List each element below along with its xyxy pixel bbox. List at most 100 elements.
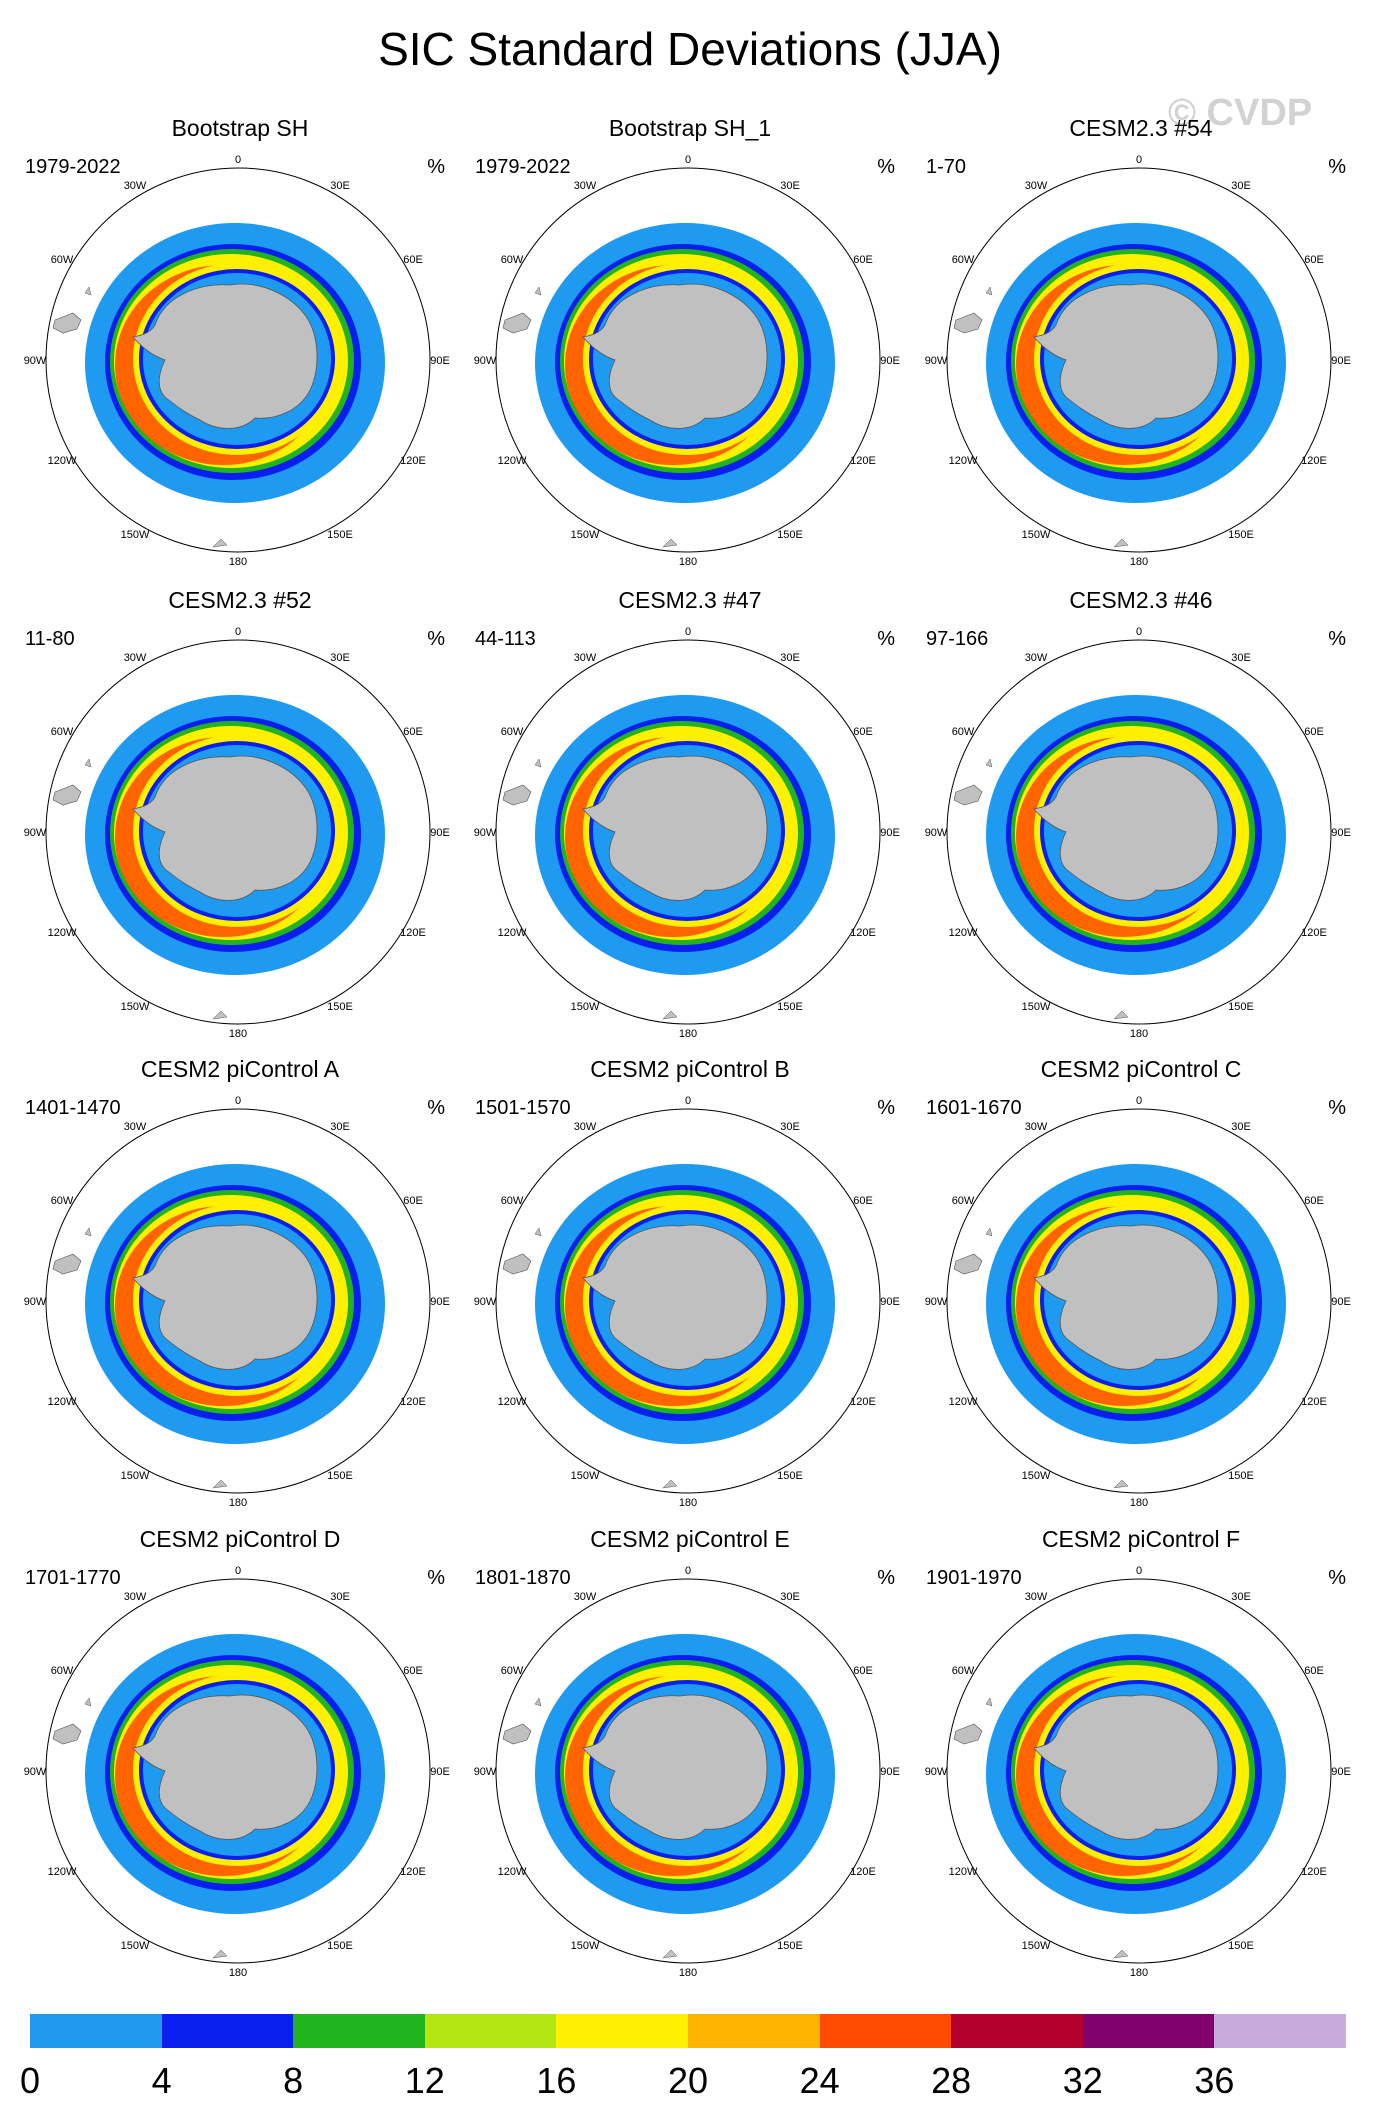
panel-units: % — [877, 1567, 895, 1589]
colorbar-tick-label: 36 — [1194, 2060, 1235, 2101]
map-panel: CESM2 piControl A 1401-1470 % 0 30E 60E … — [15, 1056, 465, 1526]
colorbar-tick-label: 24 — [799, 2060, 840, 2101]
lon-label-30E: 30E — [330, 1121, 350, 1133]
lon-label-150W: 150W — [121, 1940, 150, 1952]
lon-label-60W: 60W — [952, 1665, 975, 1677]
antarctica-landmass — [132, 1224, 318, 1370]
lon-label-90W: 90W — [474, 1296, 497, 1308]
lon-label-60E: 60E — [853, 1195, 873, 1207]
south-america-tip — [52, 1253, 82, 1275]
lon-label-30E: 30E — [330, 652, 350, 664]
lon-label-60E: 60E — [1304, 726, 1324, 738]
lon-label-120E: 120E — [1301, 927, 1327, 939]
new-zealand-fragment — [212, 1479, 228, 1489]
lon-label-90W: 90W — [474, 827, 497, 839]
south-america-tip — [52, 1723, 82, 1745]
lon-label-120E: 120E — [400, 1866, 426, 1878]
polar-map: 0 30E 60E 90E 120E 150E 180 150W 120W 90… — [24, 626, 450, 1040]
lon-label-60E: 60E — [853, 726, 873, 738]
lon-label-60W: 60W — [501, 1195, 524, 1207]
antarctica-landmass — [1033, 1224, 1219, 1370]
lon-label-30W: 30W — [574, 180, 597, 192]
lon-label-150E: 150E — [327, 1940, 353, 1952]
lon-label-30W: 30W — [574, 1121, 597, 1133]
panel-units: % — [427, 156, 445, 178]
lon-label-90W: 90W — [24, 355, 47, 367]
map-panel: CESM2.3 #54 1-70 % 0 30E 60E 90E 120E — [916, 115, 1366, 585]
lon-label-30W: 30W — [574, 652, 597, 664]
panel-units: % — [877, 628, 895, 650]
panel-years: 44-113 — [475, 628, 536, 650]
panel-units: % — [1328, 1567, 1346, 1589]
lon-label-120E: 120E — [850, 1866, 876, 1878]
lon-label-60E: 60E — [403, 726, 423, 738]
panel-title: Bootstrap SH_1 — [608, 115, 772, 141]
island-fragment — [534, 1697, 542, 1707]
lon-label-60W: 60W — [51, 1195, 74, 1207]
lon-label-120W: 120W — [48, 1866, 77, 1878]
lon-label-120E: 120E — [1301, 1396, 1327, 1408]
new-zealand-fragment — [1113, 1949, 1129, 1959]
lon-label-120W: 120W — [498, 927, 527, 939]
lon-label-90W: 90W — [925, 355, 948, 367]
lon-label-30E: 30E — [780, 652, 800, 664]
colorbar-tick-label: 32 — [1062, 2060, 1103, 2101]
lon-label-0: 0 — [235, 1565, 241, 1577]
lon-label-180: 180 — [229, 1028, 247, 1040]
lon-label-30W: 30W — [124, 180, 147, 192]
antarctica-landmass — [582, 283, 768, 429]
lon-label-90W: 90W — [24, 827, 47, 839]
panel-years: 1979-2022 — [475, 156, 571, 178]
lon-label-120E: 120E — [1301, 1866, 1327, 1878]
antarctica-landmass — [1033, 1694, 1219, 1840]
colorbar-tick-label: 16 — [536, 2060, 577, 2101]
lon-label-90E: 90E — [430, 355, 450, 367]
lon-label-30E: 30E — [1231, 652, 1251, 664]
lon-label-0: 0 — [1136, 1565, 1142, 1577]
lon-label-180: 180 — [229, 1497, 247, 1509]
lon-label-90E: 90E — [1331, 1766, 1351, 1778]
lon-label-150W: 150W — [571, 1001, 600, 1013]
colorbar-tick-label: 12 — [404, 2060, 445, 2101]
polar-map: 0 30E 60E 90E 120E 150E 180 150W 120W 90… — [474, 626, 900, 1040]
lon-label-60E: 60E — [1304, 254, 1324, 266]
lon-label-150W: 150W — [1022, 529, 1051, 541]
panel-years: 1501-1570 — [475, 1097, 571, 1119]
lon-label-90E: 90E — [1331, 355, 1351, 367]
lon-label-60W: 60W — [501, 1665, 524, 1677]
lon-label-30E: 30E — [780, 180, 800, 192]
map-panel: CESM2.3 #46 97-166 % 0 30E 60E 90E 120 — [916, 587, 1366, 1057]
lon-label-120E: 120E — [1301, 455, 1327, 467]
lon-label-150W: 150W — [121, 529, 150, 541]
polar-map: 0 30E 60E 90E 120E 150E 180 150W 120W 90… — [925, 1095, 1351, 1509]
colorbar-tick-label: 20 — [667, 2060, 709, 2101]
colorbar-segment — [293, 2014, 425, 2048]
lon-label-150W: 150W — [121, 1470, 150, 1482]
lon-label-0: 0 — [685, 154, 691, 166]
panel-units: % — [427, 628, 445, 650]
new-zealand-fragment — [212, 1010, 228, 1020]
colorbar-segment — [819, 2014, 952, 2048]
lon-label-150E: 150E — [327, 529, 353, 541]
colorbar-segment — [687, 2014, 820, 2048]
lon-label-30W: 30W — [574, 1591, 597, 1603]
island-fragment — [534, 286, 542, 296]
lon-label-150W: 150W — [1022, 1940, 1051, 1952]
colorbar-segment — [951, 2014, 1083, 2048]
lon-label-30W: 30W — [1025, 180, 1048, 192]
lon-label-150W: 150W — [571, 529, 600, 541]
colorbar-segment — [161, 2014, 294, 2048]
lon-label-180: 180 — [679, 1967, 697, 1979]
panel-years: 1601-1670 — [926, 1097, 1022, 1119]
lon-label-150W: 150W — [571, 1940, 600, 1952]
panel-title: CESM2.3 #52 — [168, 587, 312, 613]
polar-map: 0 30E 60E 90E 120E 150E 180 150W 120W 90… — [474, 1095, 900, 1509]
panel-title: CESM2.3 #46 — [1069, 587, 1213, 613]
antarctica-landmass — [582, 1694, 768, 1840]
polar-map: 0 30E 60E 90E 120E 150E 180 150W 120W 90… — [474, 154, 900, 568]
lon-label-180: 180 — [1130, 556, 1148, 568]
colorbar-segment — [1214, 2014, 1346, 2048]
island-fragment — [985, 286, 993, 296]
colorbar-segment — [424, 2014, 557, 2048]
lon-label-90W: 90W — [925, 827, 948, 839]
